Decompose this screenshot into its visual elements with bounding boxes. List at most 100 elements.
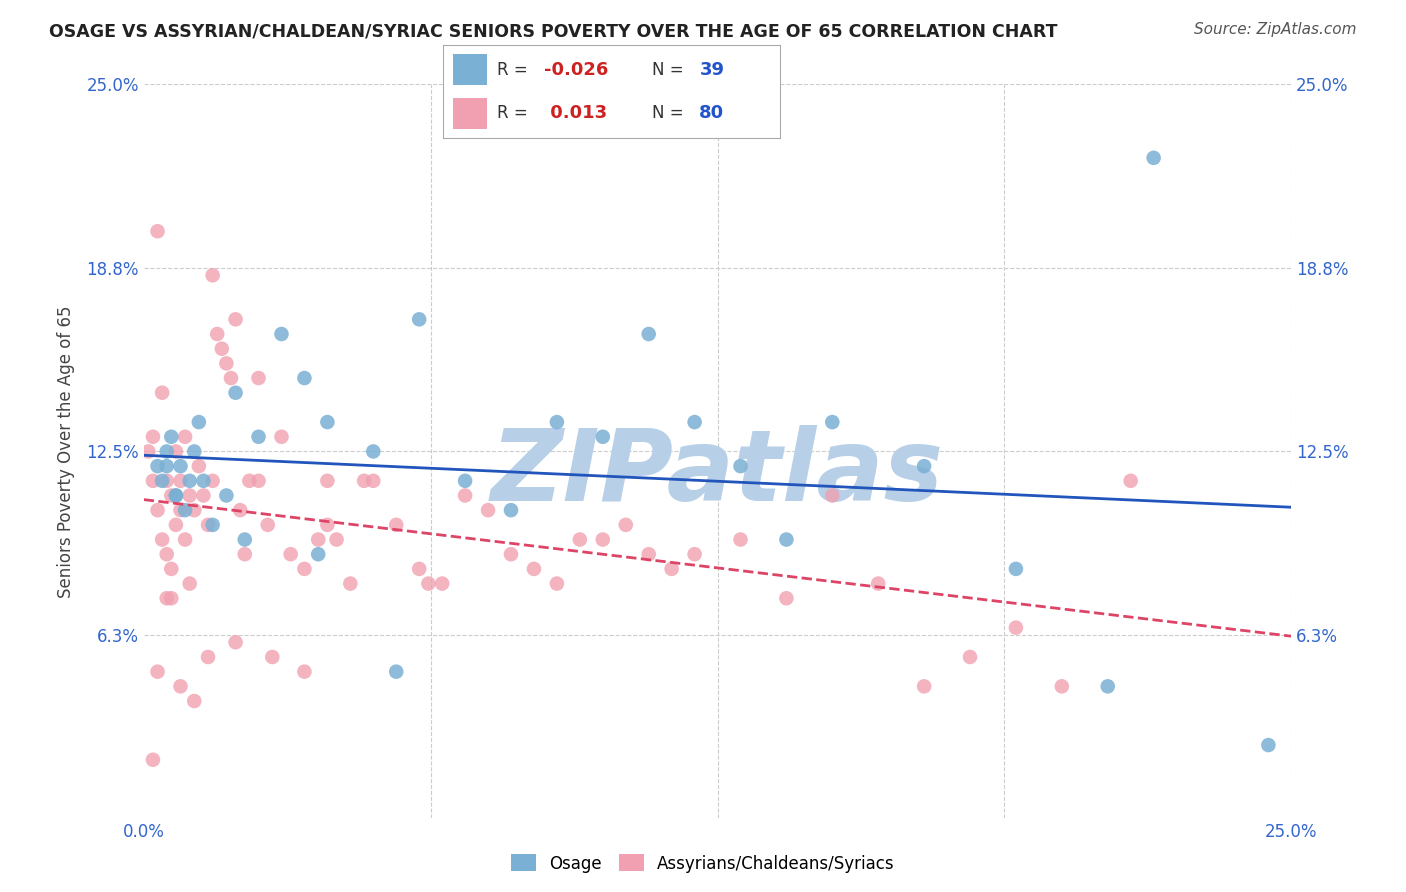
Point (179, 488, 201, 502)
Point (385, 665, 408, 679)
Point (150, 533, 173, 547)
Point (821, 415, 844, 429)
Point (179, 474, 201, 488)
Point (661, 562, 683, 576)
Text: OSAGE VS ASSYRIAN/CHALDEAN/SYRIAC SENIORS POVERTY OVER THE AGE OF 65 CORRELATION: OSAGE VS ASSYRIAN/CHALDEAN/SYRIAC SENIOR… (49, 22, 1057, 40)
Point (592, 430, 614, 444)
Point (160, 591, 183, 606)
Point (156, 459, 179, 474)
Point (150, 474, 173, 488)
Point (1143, 151, 1166, 165)
Point (142, 474, 165, 488)
Text: ZIPatlas: ZIPatlas (491, 425, 943, 522)
Point (294, 562, 316, 576)
Point (187, 415, 209, 429)
Point (307, 547, 329, 561)
Point (197, 517, 219, 532)
Point (229, 503, 252, 517)
Text: 80: 80 (699, 104, 724, 122)
Point (197, 650, 219, 665)
Point (201, 268, 224, 283)
Point (142, 753, 165, 767)
Point (339, 576, 361, 591)
Point (730, 459, 752, 474)
Point (637, 326, 659, 341)
Point (546, 576, 568, 591)
Point (912, 679, 935, 693)
Point (201, 517, 224, 532)
Point (775, 591, 797, 606)
Point (546, 415, 568, 429)
Point (146, 665, 169, 679)
Legend: Osage, Assyrians/Chaldeans/Syriacs: Osage, Assyrians/Chaldeans/Syriacs (505, 847, 901, 880)
Point (156, 591, 179, 606)
Point (165, 444, 187, 458)
Point (730, 533, 752, 547)
Point (247, 430, 270, 444)
Point (454, 474, 477, 488)
Point (1097, 679, 1119, 693)
Point (1257, 738, 1279, 752)
Point (499, 547, 522, 561)
Point (238, 474, 260, 488)
Point (307, 533, 329, 547)
Point (156, 547, 179, 561)
Point (233, 547, 256, 561)
Point (959, 650, 981, 665)
Point (193, 488, 215, 502)
Point (146, 459, 169, 474)
Point (280, 547, 302, 561)
Point (169, 474, 191, 488)
Text: R =: R = (496, 61, 527, 78)
Point (408, 562, 430, 576)
Point (418, 576, 440, 591)
Point (165, 517, 187, 532)
Text: N =: N = (652, 104, 683, 122)
Y-axis label: Seniors Poverty Over the Age of 65: Seniors Poverty Over the Age of 65 (58, 305, 75, 598)
Text: Source: ZipAtlas.com: Source: ZipAtlas.com (1194, 22, 1357, 37)
Point (683, 547, 706, 561)
Point (169, 459, 191, 474)
Point (499, 503, 522, 517)
Text: R =: R = (496, 104, 527, 122)
Point (183, 503, 205, 517)
Point (156, 474, 179, 488)
Point (233, 533, 256, 547)
Point (174, 533, 197, 547)
Point (294, 665, 316, 679)
Point (568, 533, 591, 547)
Point (247, 371, 270, 385)
Point (211, 342, 233, 356)
Point (637, 547, 659, 561)
Point (385, 517, 408, 532)
Point (160, 488, 183, 502)
Point (225, 635, 247, 649)
Point (361, 444, 384, 458)
Point (160, 430, 183, 444)
Point (169, 503, 191, 517)
Point (454, 488, 477, 502)
Point (150, 385, 173, 400)
Point (353, 474, 375, 488)
Point (294, 371, 316, 385)
Text: 39: 39 (699, 61, 724, 78)
Point (174, 503, 197, 517)
Point (187, 459, 209, 474)
Point (592, 533, 614, 547)
Point (262, 650, 284, 665)
Point (215, 356, 238, 370)
Point (179, 576, 201, 591)
Point (156, 444, 179, 458)
Point (225, 312, 247, 326)
Point (775, 533, 797, 547)
Point (614, 517, 637, 532)
Point (201, 474, 224, 488)
Point (408, 312, 430, 326)
Point (183, 444, 205, 458)
Point (316, 415, 339, 429)
Text: N =: N = (652, 61, 683, 78)
Point (193, 474, 215, 488)
Point (205, 326, 228, 341)
Point (868, 576, 890, 591)
Point (215, 488, 238, 502)
